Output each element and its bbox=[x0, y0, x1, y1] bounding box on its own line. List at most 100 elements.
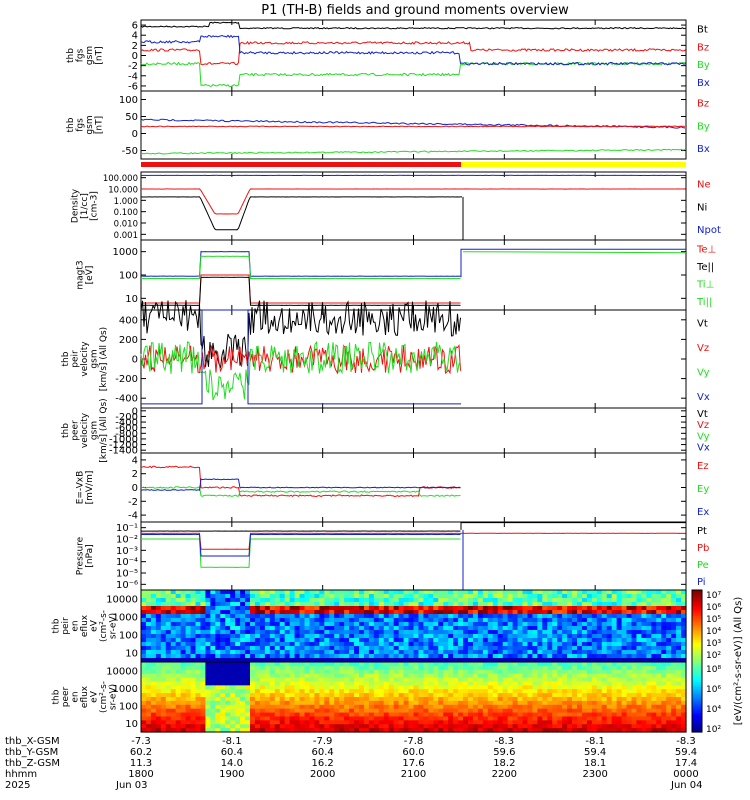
spectrogram-cell bbox=[398, 716, 405, 721]
spectrogram-cell bbox=[423, 598, 429, 603]
spectrogram-cell bbox=[626, 685, 633, 690]
spectrogram-cell bbox=[309, 590, 316, 595]
spectrogram-cell bbox=[492, 654, 499, 659]
spectrogram-cell bbox=[646, 685, 652, 690]
spectrogram-cell bbox=[373, 697, 380, 702]
spectrogram-cell bbox=[324, 662, 330, 667]
spectrogram-cell bbox=[284, 642, 291, 647]
spectrogram-cell bbox=[547, 665, 553, 671]
spectrogram-cell bbox=[141, 724, 147, 729]
colorbar-cell bbox=[692, 708, 702, 712]
spectrogram-cell bbox=[492, 673, 499, 679]
spectrogram-cell bbox=[319, 614, 325, 619]
ytick-label: 10⁻⁶ bbox=[116, 580, 138, 591]
spectrogram-cell bbox=[448, 700, 454, 706]
colorbar-cell bbox=[692, 623, 702, 627]
spectrogram-cell bbox=[240, 606, 246, 611]
spectrogram-cell bbox=[472, 614, 479, 619]
spectrogram-cell bbox=[245, 642, 251, 647]
spectrogram-cell bbox=[264, 650, 271, 655]
spectrogram-cell bbox=[601, 590, 608, 595]
spectrogram-cell bbox=[537, 634, 543, 639]
quality-bar-red bbox=[141, 162, 461, 167]
spectrogram-cell bbox=[418, 642, 425, 647]
spectrogram-cell bbox=[334, 685, 340, 690]
spectrogram-cell bbox=[240, 638, 246, 643]
spectrogram-cell bbox=[245, 594, 251, 599]
spectrogram-cell bbox=[349, 610, 355, 615]
spectrogram-cell bbox=[220, 677, 226, 683]
spectrogram-cell bbox=[150, 708, 157, 714]
spectrogram-cell bbox=[666, 716, 672, 721]
spectrogram-cell bbox=[621, 602, 628, 607]
spectrogram-cell bbox=[453, 728, 459, 733]
spectrogram-cell bbox=[339, 700, 345, 706]
spectrogram-cell bbox=[363, 677, 370, 683]
spectrogram-cell bbox=[463, 677, 469, 683]
colorbar-tick: 10⁶ bbox=[706, 685, 721, 695]
spectrogram-cell bbox=[155, 728, 162, 733]
spectrogram-cell bbox=[284, 704, 291, 710]
spectrogram-cell bbox=[200, 685, 207, 690]
series-ne bbox=[141, 188, 686, 215]
colorbar-cell bbox=[692, 715, 702, 719]
spectrogram-cell bbox=[175, 614, 182, 619]
spectrogram-cell bbox=[339, 712, 345, 718]
spectrogram-cell bbox=[354, 638, 360, 643]
spectrogram-cell bbox=[681, 618, 687, 623]
spectrogram-cell bbox=[349, 590, 355, 595]
spectrogram-cell bbox=[656, 654, 662, 659]
spectrogram-cell bbox=[591, 638, 598, 643]
hhmm-value: 2100 bbox=[401, 769, 426, 780]
spectrogram-cell bbox=[319, 594, 325, 599]
spectrogram-cell bbox=[606, 728, 613, 733]
spectrogram-cell bbox=[388, 704, 395, 710]
spectrogram-cell bbox=[299, 606, 306, 611]
spectrogram-cell bbox=[180, 634, 187, 639]
spectrogram-cell bbox=[497, 610, 504, 615]
spectrogram-cell bbox=[388, 606, 395, 611]
spectrogram-cell bbox=[344, 606, 350, 611]
spectrogram-cell bbox=[160, 689, 167, 694]
spectrogram-cell bbox=[497, 681, 504, 686]
spectrogram-cell bbox=[190, 630, 197, 635]
spectrogram-cell bbox=[522, 700, 529, 706]
spectrogram-cell bbox=[230, 697, 236, 702]
spectrogram-cell bbox=[145, 728, 152, 733]
spectrogram-cell bbox=[572, 700, 578, 706]
spectrogram-cell bbox=[165, 673, 172, 679]
spectrogram-cell bbox=[581, 626, 588, 631]
spectrogram-cell bbox=[141, 602, 147, 607]
spectrogram-cell bbox=[349, 622, 355, 627]
spectrogram-cell bbox=[160, 704, 167, 710]
spectrogram-cell bbox=[309, 594, 316, 599]
ygsm-value: 59.6 bbox=[493, 747, 515, 758]
spectrogram-cell bbox=[160, 665, 167, 671]
spectrogram-cell bbox=[443, 610, 449, 615]
spectrogram-cell bbox=[487, 669, 494, 675]
spectrogram-cell bbox=[542, 708, 548, 714]
colorbar-tick: 10⁷ bbox=[706, 591, 721, 601]
spectrogram-cell bbox=[170, 677, 177, 683]
spectrogram-cell bbox=[259, 665, 266, 671]
spectrogram-cell bbox=[294, 728, 301, 733]
xgsm-value: -8.3 bbox=[495, 736, 515, 747]
spectrogram-cell bbox=[448, 642, 454, 647]
spectrogram-cell bbox=[304, 708, 311, 714]
series-by bbox=[140, 61, 686, 88]
spectrogram-cell bbox=[289, 665, 296, 671]
spectrogram-cell bbox=[359, 606, 365, 611]
spectrogram-cell bbox=[200, 693, 207, 698]
spectrogram-cell bbox=[502, 673, 509, 679]
spectrogram-cell bbox=[354, 681, 360, 686]
spectrogram-cell bbox=[507, 708, 514, 714]
spectrogram-cell bbox=[661, 658, 667, 663]
spectrogram-cell bbox=[250, 614, 256, 619]
spectrogram-cell bbox=[666, 606, 672, 611]
spectrogram-cell bbox=[279, 598, 286, 603]
spectrogram-cell bbox=[230, 634, 236, 639]
spectrogram-cell bbox=[666, 689, 672, 694]
spectrogram-cell bbox=[145, 642, 152, 647]
spectrogram-cell bbox=[482, 728, 489, 733]
panel-frame-fgs2 bbox=[140, 90, 687, 160]
